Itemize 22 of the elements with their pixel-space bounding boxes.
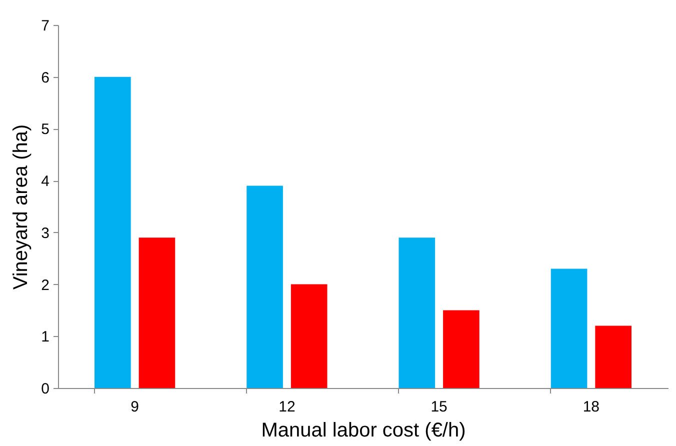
bar — [94, 76, 131, 388]
y-tick-label: 7 — [41, 18, 50, 34]
x-tick-label: 12 — [278, 398, 296, 416]
bar — [290, 284, 328, 388]
x-tick-label: 15 — [430, 398, 448, 416]
y-axis-title: Vineyard area (ha) — [10, 124, 32, 290]
y-tick-label: 4 — [41, 173, 50, 190]
y-tick-label: 0 — [41, 380, 50, 398]
bar — [550, 268, 588, 388]
bar — [138, 238, 176, 388]
x-tick-label: 9 — [130, 398, 139, 416]
bar — [398, 238, 436, 388]
y-tick-label: 2 — [41, 276, 50, 294]
y-tick-label: 3 — [41, 224, 50, 242]
y-tick-label: 6 — [41, 69, 50, 86]
x-tick-label: 18 — [582, 398, 600, 416]
x-axis-title: Manual labor cost (€/h) — [261, 420, 466, 442]
y-tick-label: 1 — [41, 328, 50, 346]
y-tick-label: 5 — [41, 121, 50, 138]
bar — [443, 310, 480, 388]
bar — [595, 326, 632, 388]
bar — [246, 186, 283, 388]
